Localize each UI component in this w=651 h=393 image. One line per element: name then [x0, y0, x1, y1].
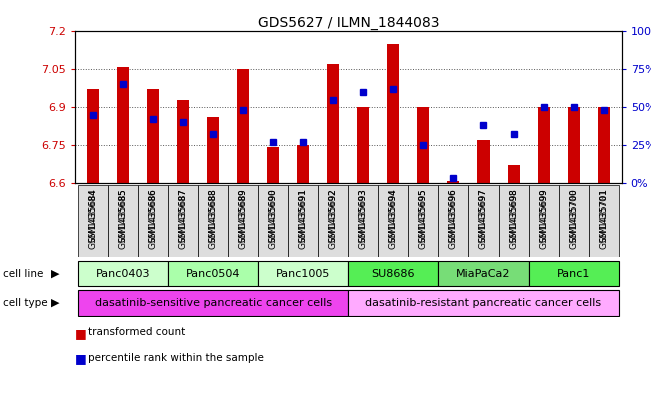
- FancyBboxPatch shape: [108, 185, 138, 257]
- Text: GSM1435701: GSM1435701: [599, 188, 608, 242]
- Bar: [237, 69, 249, 183]
- FancyBboxPatch shape: [318, 185, 348, 257]
- Text: GSM1435691: GSM1435691: [299, 188, 308, 242]
- FancyBboxPatch shape: [529, 185, 559, 257]
- Text: GSM1435690: GSM1435690: [269, 188, 278, 249]
- Bar: [267, 147, 279, 183]
- FancyBboxPatch shape: [529, 261, 618, 286]
- Text: GSM1435697: GSM1435697: [479, 188, 488, 249]
- Text: cell type: cell type: [3, 298, 48, 308]
- Text: GSM1435688: GSM1435688: [208, 188, 217, 242]
- FancyBboxPatch shape: [378, 185, 408, 257]
- Text: Panc0504: Panc0504: [186, 268, 240, 279]
- Bar: [207, 117, 219, 183]
- FancyBboxPatch shape: [228, 185, 258, 257]
- Text: GSM1435689: GSM1435689: [239, 188, 247, 242]
- Text: ▶: ▶: [51, 298, 60, 308]
- Text: Panc1005: Panc1005: [276, 268, 331, 279]
- FancyBboxPatch shape: [438, 185, 469, 257]
- Text: GSM1435700: GSM1435700: [569, 188, 578, 249]
- FancyBboxPatch shape: [78, 261, 168, 286]
- Bar: [568, 107, 579, 183]
- Text: GSM1435686: GSM1435686: [148, 188, 158, 242]
- FancyBboxPatch shape: [258, 261, 348, 286]
- Bar: [177, 99, 189, 183]
- Text: GSM1435695: GSM1435695: [419, 188, 428, 249]
- FancyBboxPatch shape: [348, 261, 438, 286]
- Text: GSM1435684: GSM1435684: [89, 188, 98, 249]
- FancyBboxPatch shape: [168, 185, 198, 257]
- Bar: [387, 44, 399, 183]
- FancyBboxPatch shape: [589, 185, 618, 257]
- Text: dasatinib-resistant pancreatic cancer cells: dasatinib-resistant pancreatic cancer ce…: [365, 298, 602, 308]
- Text: ■: ■: [75, 353, 87, 365]
- Text: GSM1435694: GSM1435694: [389, 188, 398, 242]
- FancyBboxPatch shape: [78, 290, 348, 316]
- Text: GSM1435689: GSM1435689: [239, 188, 247, 249]
- Text: GSM1435690: GSM1435690: [269, 188, 278, 242]
- Text: GSM1435687: GSM1435687: [178, 188, 187, 249]
- Text: GSM1435687: GSM1435687: [178, 188, 187, 242]
- FancyBboxPatch shape: [408, 185, 438, 257]
- Text: ■: ■: [75, 327, 87, 340]
- FancyBboxPatch shape: [469, 185, 499, 257]
- Text: GSM1435686: GSM1435686: [148, 188, 158, 249]
- FancyBboxPatch shape: [499, 185, 529, 257]
- Text: GSM1435699: GSM1435699: [539, 188, 548, 249]
- Bar: [417, 107, 430, 183]
- FancyBboxPatch shape: [168, 261, 258, 286]
- FancyBboxPatch shape: [138, 185, 168, 257]
- Text: GDS5627 / ILMN_1844083: GDS5627 / ILMN_1844083: [258, 16, 439, 30]
- Text: GSM1435688: GSM1435688: [208, 188, 217, 249]
- Text: Panc0403: Panc0403: [96, 268, 150, 279]
- Bar: [87, 90, 99, 183]
- Bar: [598, 107, 610, 183]
- Text: dasatinib-sensitive pancreatic cancer cells: dasatinib-sensitive pancreatic cancer ce…: [94, 298, 331, 308]
- Bar: [447, 182, 460, 183]
- Text: GSM1435695: GSM1435695: [419, 188, 428, 242]
- Text: cell line: cell line: [3, 268, 44, 279]
- FancyBboxPatch shape: [438, 261, 529, 286]
- Text: GSM1435696: GSM1435696: [449, 188, 458, 249]
- Text: GSM1435692: GSM1435692: [329, 188, 338, 249]
- Text: GSM1435693: GSM1435693: [359, 188, 368, 249]
- Text: ▶: ▶: [51, 268, 60, 279]
- Text: SU8686: SU8686: [372, 268, 415, 279]
- Bar: [327, 64, 339, 183]
- Text: GSM1435696: GSM1435696: [449, 188, 458, 242]
- Text: GSM1435691: GSM1435691: [299, 188, 308, 249]
- Text: GSM1435700: GSM1435700: [569, 188, 578, 242]
- Bar: [357, 107, 369, 183]
- Bar: [538, 107, 549, 183]
- FancyBboxPatch shape: [78, 185, 108, 257]
- Bar: [117, 67, 129, 183]
- Text: GSM1435699: GSM1435699: [539, 188, 548, 242]
- Text: GSM1435701: GSM1435701: [599, 188, 608, 249]
- Text: percentile rank within the sample: percentile rank within the sample: [88, 353, 264, 362]
- FancyBboxPatch shape: [348, 290, 618, 316]
- Text: GSM1435684: GSM1435684: [89, 188, 98, 242]
- FancyBboxPatch shape: [198, 185, 228, 257]
- FancyBboxPatch shape: [288, 185, 318, 257]
- Text: GSM1435694: GSM1435694: [389, 188, 398, 249]
- Text: Panc1: Panc1: [557, 268, 590, 279]
- Text: GSM1435693: GSM1435693: [359, 188, 368, 242]
- Text: GSM1435697: GSM1435697: [479, 188, 488, 242]
- Text: GSM1435692: GSM1435692: [329, 188, 338, 242]
- Text: MiaPaCa2: MiaPaCa2: [456, 268, 511, 279]
- Bar: [147, 90, 159, 183]
- Text: GSM1435698: GSM1435698: [509, 188, 518, 242]
- Text: GSM1435685: GSM1435685: [118, 188, 128, 249]
- Bar: [298, 145, 309, 183]
- FancyBboxPatch shape: [348, 185, 378, 257]
- Text: GSM1435685: GSM1435685: [118, 188, 128, 242]
- FancyBboxPatch shape: [559, 185, 589, 257]
- Bar: [477, 140, 490, 183]
- Text: transformed count: transformed count: [88, 327, 185, 337]
- Bar: [508, 165, 519, 183]
- FancyBboxPatch shape: [258, 185, 288, 257]
- Text: GSM1435698: GSM1435698: [509, 188, 518, 249]
